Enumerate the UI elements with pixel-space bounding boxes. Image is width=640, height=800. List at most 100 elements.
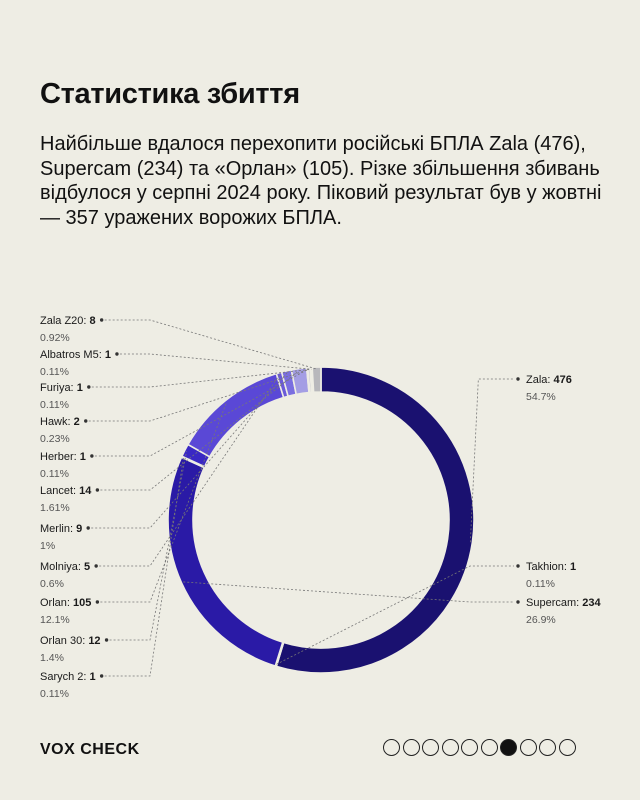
label-value: 1 xyxy=(77,382,83,394)
label-merlin: Merlin: 9 1% xyxy=(40,523,82,552)
leader-line xyxy=(104,319,317,370)
label-value: 12 xyxy=(88,635,100,647)
label-category: Merlin: xyxy=(40,523,76,535)
label-herber: Herber: 1 0.11% xyxy=(40,451,86,480)
pagination-dot[interactable] xyxy=(461,739,478,756)
label-value: 9 xyxy=(76,523,82,535)
leader-dot xyxy=(95,488,100,492)
leader-dot xyxy=(90,454,94,458)
label-name: Orlan 30: 12 xyxy=(40,635,101,647)
label-percent: 0.11% xyxy=(40,366,69,378)
label-value: 1 xyxy=(90,671,96,683)
leader-dot xyxy=(84,419,88,423)
leader-dot xyxy=(94,564,98,568)
pagination-dot[interactable] xyxy=(519,739,537,756)
label-percent: 0.11% xyxy=(40,468,69,480)
leader-line xyxy=(88,369,310,422)
pagination-dot[interactable] xyxy=(441,739,459,756)
label-molniya: Molniya: 5 0.6% xyxy=(40,561,90,590)
label-percent: 0.11% xyxy=(526,578,555,590)
label-percent: 0.23% xyxy=(40,433,70,445)
leader-dot xyxy=(86,526,90,530)
leader-dot xyxy=(115,352,119,356)
label-name: Molniya: 5 xyxy=(40,561,90,573)
leader-line xyxy=(276,565,514,665)
label-lancet: Lancet: 14 1.61% xyxy=(40,485,92,514)
donut-chart: Zala: 476 54.7% Takhion: 1 0.11% Supercam: 2… xyxy=(40,315,601,700)
pagination-dot[interactable] xyxy=(558,739,576,756)
label-category: Zala Z20: xyxy=(40,315,90,327)
label-zala: Zala: 476 54.7% xyxy=(526,374,572,403)
label-percent: 1% xyxy=(40,540,55,552)
leader-line xyxy=(183,581,514,603)
leader-dot xyxy=(95,600,100,604)
leader-line xyxy=(91,368,311,388)
leader-line xyxy=(119,353,312,370)
pagination-dot[interactable] xyxy=(539,739,556,756)
label-value: 2 xyxy=(74,416,80,428)
label-category: Furiya: xyxy=(40,382,77,394)
leader-dot xyxy=(99,318,104,322)
pagination-dot[interactable] xyxy=(480,739,498,756)
label-name: Zala: 476 xyxy=(526,374,572,386)
pagination-dots xyxy=(383,739,576,756)
label-name: Albatros M5: 1 xyxy=(40,349,111,361)
label-category: Orlan: xyxy=(40,597,73,609)
label-value: 1 xyxy=(105,349,111,361)
label-category: Supercam: xyxy=(526,597,582,609)
slice-zala xyxy=(275,366,475,674)
brand-logo: VOX CHECK xyxy=(40,741,140,758)
label-sarych-2: Sarych 2: 1 0.11% xyxy=(40,671,96,700)
label-furiya: Furiya: 1 0.11% xyxy=(40,382,83,411)
pagination-dot-active[interactable] xyxy=(500,739,517,756)
label-percent: 1.61% xyxy=(40,502,70,514)
leader-dot xyxy=(516,600,520,604)
label-category: Hawk: xyxy=(40,416,74,428)
leader-dot xyxy=(516,564,520,568)
leader-dot xyxy=(104,638,109,642)
label-hawk: Hawk: 2 0.23% xyxy=(40,416,80,445)
label-name: Herber: 1 xyxy=(40,451,86,463)
leader-dot xyxy=(99,674,104,678)
label-percent: 1.4% xyxy=(40,652,64,664)
page-subtitle: Найбільше вдалося перехопити російські Б… xyxy=(40,133,602,229)
label-value: 476 xyxy=(554,374,572,386)
leader-line xyxy=(100,370,300,491)
label-value: 105 xyxy=(73,597,91,609)
pagination-dot[interactable] xyxy=(422,739,439,756)
label-name: Merlin: 9 xyxy=(40,523,82,535)
leader-line xyxy=(99,374,280,567)
label-name: Orlan: 105 xyxy=(40,597,91,609)
leader-line xyxy=(104,457,184,677)
slice-supercam xyxy=(167,456,284,668)
label-supercam: Supercam: 234 26.9% xyxy=(526,597,601,626)
leader-line xyxy=(91,372,288,529)
label-percent: 0.6% xyxy=(40,578,64,590)
pagination-dot[interactable] xyxy=(402,739,420,756)
label-category: Molniya: xyxy=(40,561,84,573)
label-percent: 12.1% xyxy=(40,614,70,626)
page-title: Статистика збиття xyxy=(40,78,300,110)
label-value: 5 xyxy=(84,561,90,573)
leader-dot xyxy=(516,377,520,381)
label-name: Zala Z20: 8 xyxy=(40,315,96,327)
label-value: 234 xyxy=(582,597,601,609)
label-category: Lancet: xyxy=(40,485,79,497)
label-name: Sarych 2: 1 xyxy=(40,671,96,683)
label-takhion: Takhion: 1 0.11% xyxy=(526,561,576,590)
leader-line xyxy=(100,401,227,603)
label-zala-z20: Zala Z20: 8 0.92% xyxy=(40,315,96,344)
label-name: Lancet: 14 xyxy=(40,485,92,497)
label-value: 1 xyxy=(80,451,86,463)
label-value: 14 xyxy=(79,485,92,497)
label-category: Albatros M5: xyxy=(40,349,105,361)
label-percent: 0.11% xyxy=(40,399,69,411)
label-name: Takhion: 1 xyxy=(526,561,576,573)
label-category: Takhion: xyxy=(526,561,570,573)
label-value: 8 xyxy=(90,315,96,327)
leader-line xyxy=(469,378,514,543)
pagination-dot[interactable] xyxy=(383,739,400,756)
label-albatros-m5: Albatros M5: 1 0.11% xyxy=(40,349,111,378)
label-category: Orlan 30: xyxy=(40,635,88,647)
